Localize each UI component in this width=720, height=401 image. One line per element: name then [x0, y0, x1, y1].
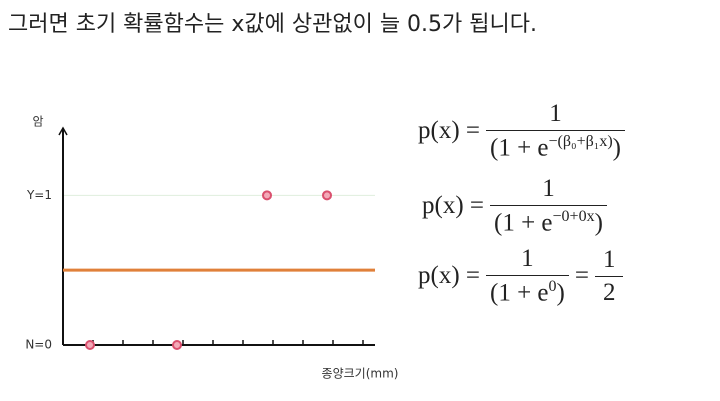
den-exponent: −0+0x — [552, 208, 595, 225]
y-tick-label: Y=1 — [26, 188, 52, 202]
denominator: (1 + e0) — [490, 276, 565, 307]
formula: p(x) = 1 (1 + e0) = 1 2 — [418, 245, 624, 307]
numerator: 1 — [490, 175, 607, 206]
denominator: (1 + e−(β₀+β₁x)) — [490, 131, 621, 162]
formula-lhs: p(x) = — [422, 192, 484, 220]
den-value: 2 — [602, 278, 616, 306]
formula-lhs: p(x) = — [418, 262, 480, 290]
denominator: (1 + e−0+0x) — [494, 206, 603, 237]
formula: p(x) = 1 (1 + e−0+0x) — [422, 175, 607, 237]
fraction: 1 (1 + e0) — [486, 245, 569, 307]
den-base: (1 + e — [494, 209, 553, 237]
den-base: (1 + e — [490, 279, 549, 307]
den-exponent: 0 — [548, 278, 557, 295]
formula-lhs: p(x) = — [418, 117, 480, 145]
title: 그러면 초기 확률함수는 x값에 상관없이 늘 0.5가 됩니다. — [8, 12, 537, 37]
y-axis-arrow — [58, 126, 68, 136]
y-tick-label: N=0 — [25, 338, 52, 352]
point — [322, 190, 332, 201]
den-close: ) — [594, 209, 603, 237]
point — [172, 340, 182, 350]
fraction: 1 (1 + e−(β₀+β₁x)) — [486, 100, 625, 162]
formula: p(x) = 1 (1 + e−(β₀+β₁x)) — [418, 100, 625, 162]
y-axis-label: 암 — [32, 115, 43, 129]
equals: = — [574, 262, 589, 290]
den-exponent: −(β₀+β₁x) — [548, 133, 613, 150]
den-base: (1 + e — [490, 134, 549, 162]
fraction: 1 (1 + e−0+0x) — [490, 175, 607, 237]
x-axis-label: 종양크기(mm) — [322, 367, 399, 381]
den-close: ) — [612, 134, 621, 162]
point — [85, 340, 95, 350]
den-close: ) — [556, 279, 565, 307]
point — [262, 190, 272, 201]
numerator: 1 — [486, 100, 625, 131]
denominator: 2 — [603, 277, 616, 307]
numerator: 1 — [594, 246, 624, 277]
numerator: 1 — [486, 245, 569, 276]
